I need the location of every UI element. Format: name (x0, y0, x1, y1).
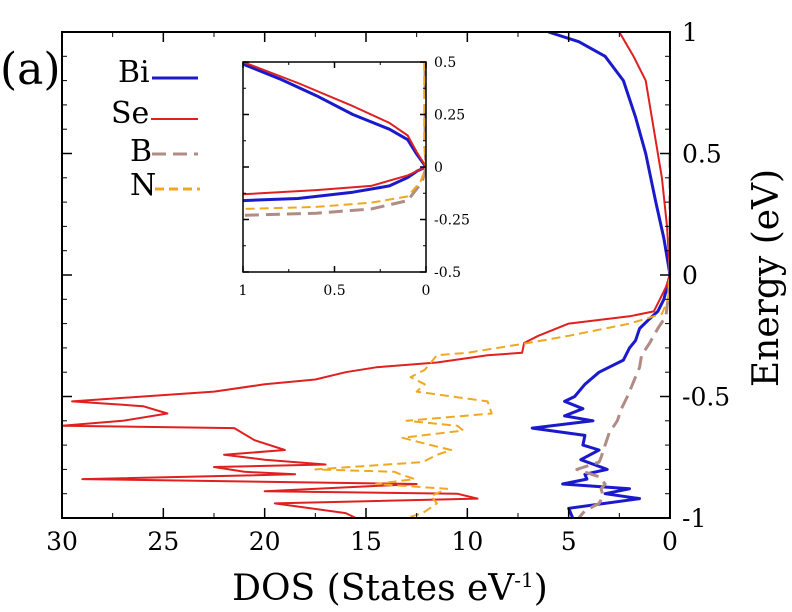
x-axis-title: DOS (States eV-1) (232, 568, 548, 609)
main-x-tick-label: 20 (249, 527, 281, 556)
main-y-tick-label: 0.5 (682, 140, 722, 169)
x-axis-title-superscript: -1 (514, 568, 533, 592)
legend-label-n: N (130, 168, 156, 203)
main-series-b (575, 153, 670, 518)
main-y-tick-label: 1 (682, 18, 698, 47)
inset-x-tick-label: 1 (239, 283, 248, 299)
y-axis-title: Energy (eV) (746, 169, 787, 387)
inset-y-tick-label: -0.5 (434, 265, 461, 281)
main-series-bi (530, 32, 670, 518)
main-series-n (314, 153, 670, 518)
main-x-tick-label: 10 (451, 527, 483, 556)
main-series-group (62, 32, 670, 518)
inset-y-tick-label: 0.25 (434, 108, 465, 124)
x-axis-title-suffix: ) (534, 568, 548, 609)
main-x-tick-label: 30 (46, 527, 78, 556)
x-axis-title-main: DOS (States eV (232, 568, 515, 609)
legend-label-bi: Bi (118, 55, 150, 90)
inset-y-tick-label: 0 (434, 160, 443, 176)
panel-label: (a) (0, 44, 61, 95)
legend-label-b: B (130, 134, 152, 169)
main-x-tick-label: 25 (147, 527, 179, 556)
main-x-tick-label: 0 (662, 527, 678, 556)
inset-x-tick-label: 0.5 (323, 283, 345, 299)
inset-series-se (243, 62, 426, 196)
inset-plot: 1 0.5 0 0.5 0.25 0 -0.25 -0.5 (239, 55, 470, 299)
main-y-tick-label: -1 (682, 504, 706, 533)
main-x-tick-label: 5 (561, 527, 577, 556)
inset-series-n (243, 62, 426, 210)
main-y-tick-label: 0 (682, 261, 698, 290)
inset-y-tick-label: -0.25 (434, 213, 470, 229)
legend-label-se: Se (111, 96, 149, 131)
main-plot: 30 25 20 15 10 5 010.50-0.5-1 (46, 18, 730, 556)
inset-x-tick-label: 0 (422, 283, 431, 299)
main-series-se (62, 32, 670, 518)
main-y-tick-label: -0.5 (682, 383, 730, 412)
main-x-tick-label: 15 (350, 527, 382, 556)
inset-y-tick-label: 0.5 (434, 55, 456, 71)
